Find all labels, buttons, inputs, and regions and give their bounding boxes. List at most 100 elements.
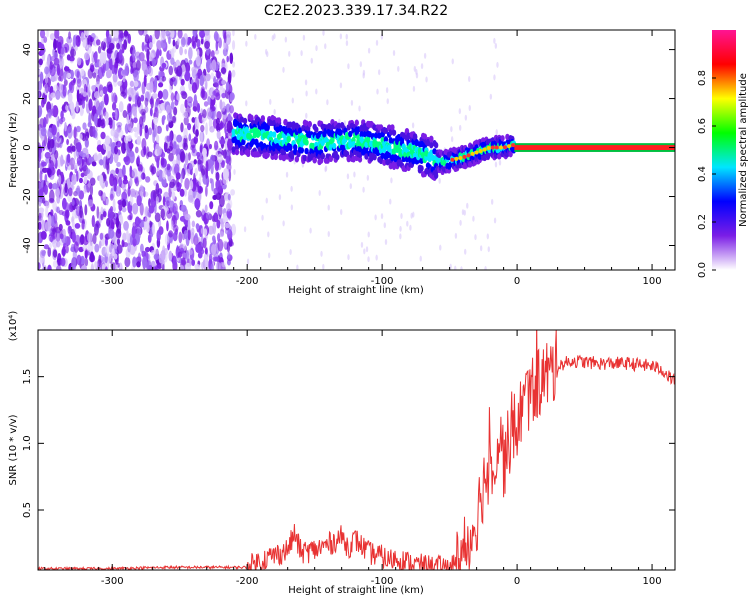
y-tick-label: 20 [22, 92, 33, 105]
noise-blob [83, 156, 88, 163]
ridge-blob [388, 129, 393, 136]
noise-blob [76, 254, 82, 266]
noise-blob [204, 204, 208, 213]
noise-blob-faint [493, 74, 496, 81]
noise-blob [66, 154, 71, 167]
noise-blob [109, 193, 114, 201]
noise-blob [200, 248, 205, 255]
noise-blob [183, 188, 188, 197]
noise-blob [170, 101, 175, 110]
noise-blob [61, 197, 67, 210]
noise-blob [105, 266, 108, 270]
noise-blob [38, 161, 41, 169]
noise-blob [208, 253, 213, 263]
noise-blob [160, 156, 165, 166]
ridge-blob [348, 130, 353, 138]
noise-blob [126, 114, 130, 125]
noise-blob [215, 61, 221, 69]
noise-blob [128, 150, 135, 164]
noise-blob [79, 236, 83, 246]
y-tick-label: -40 [22, 237, 33, 253]
x-tick-label: -300 [101, 576, 124, 587]
spectrogram-x-label: Height of straight line (km) [288, 285, 424, 296]
noise-blob [113, 253, 118, 260]
noise-blob [181, 257, 186, 266]
ridge-blob [508, 150, 513, 158]
noise-blob [215, 71, 222, 79]
noise-blob-faint [324, 43, 327, 50]
noise-blob [204, 247, 208, 255]
noise-blob [141, 41, 145, 52]
ridge-blob [241, 138, 246, 146]
ridge-blob [430, 154, 436, 162]
ridge-blob [412, 133, 418, 140]
noise-blob [184, 177, 190, 190]
noise-blob [232, 30, 235, 37]
noise-blob [91, 214, 95, 228]
noise-blob-faint [267, 252, 271, 259]
noise-blob [132, 126, 138, 133]
noise-blob [192, 106, 198, 112]
noise-blob [71, 199, 75, 206]
noise-blob [229, 52, 234, 65]
noise-blob [213, 140, 219, 151]
ridge-blob [383, 136, 389, 143]
noise-blob [72, 77, 76, 84]
noise-blob [137, 252, 141, 263]
noise-blob [223, 31, 227, 44]
noise-blob [39, 170, 43, 183]
noise-blob [132, 256, 137, 268]
noise-blob [45, 156, 50, 164]
noise-blob [158, 253, 163, 264]
noise-blob [75, 100, 79, 113]
noise-blob [213, 31, 219, 42]
ridge-blob [364, 153, 369, 160]
noise-blob [160, 102, 167, 111]
noise-blob [42, 197, 46, 204]
noise-blob [227, 251, 231, 259]
noise-blob [163, 140, 168, 153]
noise-blob [54, 150, 59, 160]
noise-blob [216, 130, 221, 140]
colorbar-tick-label: 0.2 [697, 214, 708, 230]
noise-blob-faint [282, 66, 285, 73]
noise-blob [209, 201, 214, 210]
x-tick-label: 0 [514, 276, 520, 287]
noise-blob-faint [484, 265, 487, 270]
ridge-blob [338, 129, 343, 137]
noise-blob [180, 151, 186, 163]
noise-blob [144, 34, 150, 44]
noise-blob [191, 220, 196, 228]
noise-blob [169, 77, 174, 87]
noise-blob [52, 227, 56, 235]
noise-blob [47, 247, 52, 258]
snr-line [38, 330, 675, 570]
ridge-blob [386, 144, 392, 151]
noise-blob [151, 249, 156, 256]
noise-blob-faint [390, 177, 393, 184]
noise-blob [148, 205, 155, 214]
noise-blob [55, 265, 62, 270]
noise-blob-faint [285, 171, 289, 178]
ridge-blob [382, 146, 387, 153]
noise-blob [111, 111, 116, 118]
noise-blob [84, 258, 89, 267]
noise-blob [48, 182, 53, 190]
noise-blob [151, 33, 156, 45]
noise-blob [196, 38, 201, 48]
ridge-blob [477, 153, 483, 160]
noise-blob-faint [378, 69, 381, 76]
noise-blob [107, 86, 113, 93]
ridge-peak [466, 153, 471, 158]
noise-blob [100, 65, 105, 74]
ridge-blob [304, 139, 309, 146]
noise-blob [212, 194, 218, 201]
ridge-blob [320, 139, 325, 147]
noise-blob [204, 30, 210, 36]
noise-blob [65, 220, 71, 226]
signal-band-core [514, 145, 675, 150]
noise-blob [195, 223, 200, 230]
noise-blob [188, 47, 193, 60]
noise-blob [221, 92, 226, 99]
